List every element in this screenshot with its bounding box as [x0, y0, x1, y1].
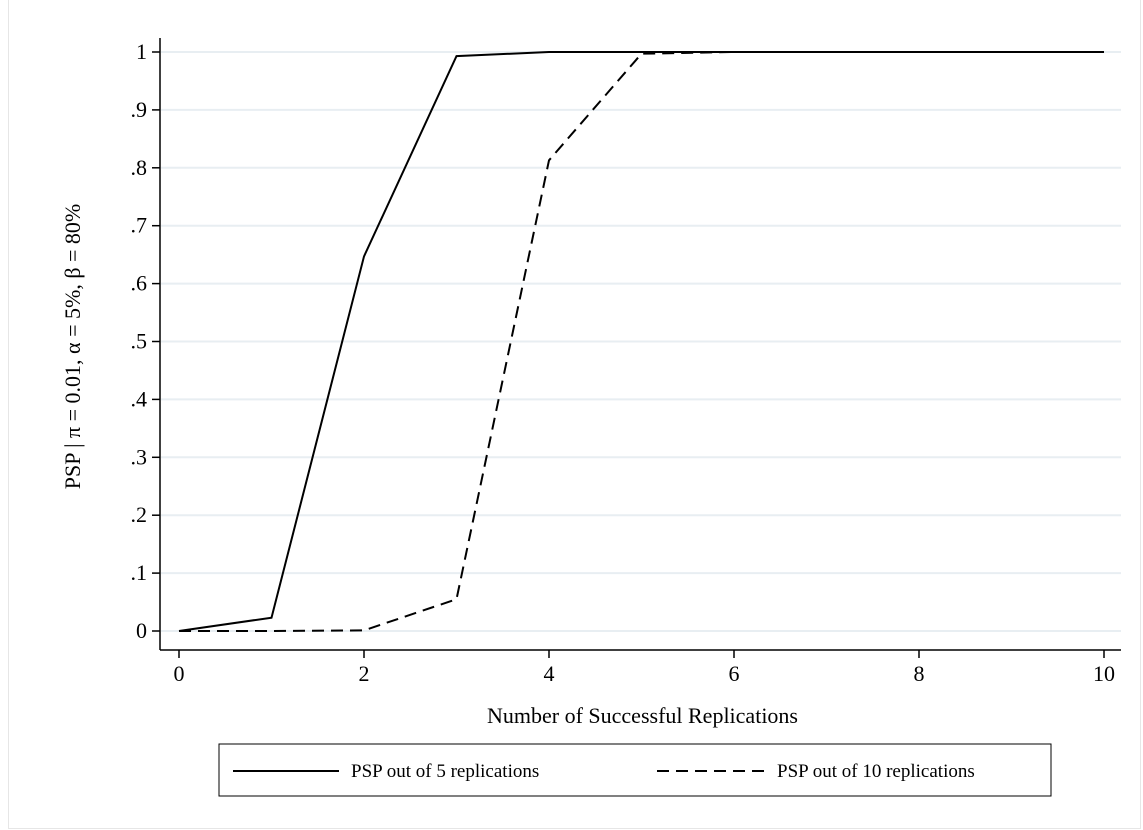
- x-tick-label-3: 6: [729, 661, 740, 686]
- series-line-1: [179, 51, 1104, 632]
- axes: [152, 38, 1121, 658]
- y-axis-title: PSP | π = 0.01, α = 5%, β = 80%: [60, 204, 85, 490]
- legend: PSP out of 5 replications PSP out of 10 …: [218, 743, 1052, 797]
- y-tick-label-2: .2: [131, 502, 148, 527]
- legend-label-series-0: PSP out of 5 replications: [351, 761, 539, 782]
- y-tick-label-9: .9: [131, 97, 148, 122]
- y-tick-label-10: 1: [136, 39, 147, 64]
- y-tick-label-1: .1: [131, 560, 148, 585]
- x-tick-label-2: 4: [544, 661, 555, 686]
- y-tick-label-4: .4: [131, 386, 148, 411]
- gridlines: [161, 51, 1121, 632]
- y-tick-label-5: .5: [131, 329, 148, 354]
- x-tick-label-1: 2: [359, 661, 370, 686]
- x-tick-label-5: 10: [1093, 661, 1115, 686]
- y-tick-label-7: .7: [131, 213, 148, 238]
- x-axis-title: Number of Successful Replications: [487, 703, 798, 728]
- x-tick-label-0: 0: [174, 661, 185, 686]
- figure-frame: 0.1.2.3.4.5.6.7.8.9 1 0 2 4 6 8 10 Number of Su…: [8, 0, 1141, 829]
- y-tick-label-0: 0: [136, 618, 147, 643]
- y-tick-label-8: .8: [131, 155, 148, 180]
- x-tick-label-4: 8: [914, 661, 925, 686]
- legend-box: [218, 743, 1052, 797]
- legend-label-series-1: PSP out of 10 replications: [777, 761, 975, 782]
- y-tick-label-3: .3: [131, 444, 148, 469]
- series-lines: [178, 51, 1104, 632]
- tick-labels: 0.1.2.3.4.5.6.7.8.910 2 4 6 8 10: [131, 39, 1116, 686]
- y-tick-label-6: .6: [131, 271, 148, 296]
- line-chart: 0.1.2.3.4.5.6.7.8.910 2 4 6 8 10 Number of Su…: [60, 38, 1121, 797]
